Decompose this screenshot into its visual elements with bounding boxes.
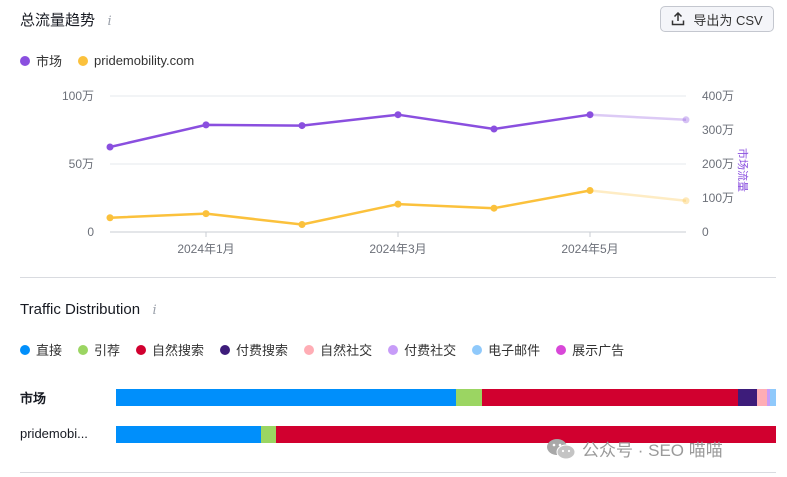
right-axis-tick-label: 300万	[702, 123, 734, 137]
bar-segment[interactable]	[770, 389, 776, 406]
data-point	[586, 111, 594, 119]
watermark: 公众号 · SEO 喵喵	[546, 436, 723, 461]
bar-segment[interactable]	[756, 389, 767, 406]
chart-legend: 市场 pridemobility.com	[20, 51, 194, 70]
export-icon	[672, 12, 685, 26]
chart-header: 总流量趋势 i	[20, 9, 112, 30]
legend-item-domain[interactable]: pridemobility.com	[78, 53, 194, 68]
section-divider	[20, 277, 776, 278]
data-point	[682, 116, 690, 124]
data-point	[202, 121, 210, 129]
legend-label: 市场	[36, 54, 63, 69]
legend-dot	[136, 344, 147, 355]
right-axis-label: 市场流量	[736, 148, 750, 192]
distribution-bar-market[interactable]	[116, 389, 776, 406]
legend-label: 电子邮件	[488, 343, 541, 358]
distribution-legend-item[interactable]: 展示广告	[556, 340, 624, 359]
data-point	[394, 111, 402, 119]
traffic-trend-chart: 100万 50万 0 400万 300万 200万 100万 0 市场流量 2024年1月 2024…	[62, 89, 750, 256]
data-point	[586, 187, 594, 195]
right-axis-tick-label: 400万	[702, 89, 734, 103]
distribution-bar-domain[interactable]	[116, 426, 776, 443]
data-point	[682, 197, 690, 205]
data-point	[202, 210, 210, 218]
legend-dot	[78, 344, 89, 355]
export-csv-label: 导出为 CSV	[693, 12, 763, 28]
legend-dot	[388, 344, 399, 355]
distribution-legend-item[interactable]: 电子邮件	[472, 340, 540, 359]
legend-label: 自然社交	[320, 343, 373, 358]
distribution-legend-item[interactable]: 直接	[20, 340, 62, 359]
legend-label: 付费搜索	[236, 343, 289, 358]
legend-label: 自然搜索	[152, 343, 205, 358]
legend-label: 引荐	[94, 343, 121, 358]
legend-item-market[interactable]: 市场	[20, 51, 62, 70]
export-csv-button[interactable]: 导出为 CSV	[660, 6, 774, 32]
legend-dot	[472, 344, 483, 355]
distribution-legend-item[interactable]: 付费社交	[388, 340, 456, 359]
legend-dot	[304, 344, 315, 355]
row-label-domain: pridemobi...	[20, 426, 88, 441]
bar-segment[interactable]	[276, 426, 776, 443]
bar-segment[interactable]	[116, 426, 262, 443]
left-axis-tick-label: 0	[87, 225, 94, 239]
wechat-icon	[547, 438, 576, 459]
legend-dot	[20, 344, 30, 355]
series-line-forecast-0	[589, 113, 687, 122]
data-point	[490, 125, 498, 133]
bar-segment[interactable]	[738, 389, 757, 406]
series-line-1	[109, 189, 591, 226]
data-point	[106, 214, 114, 222]
legend-label: pridemobility.com	[94, 53, 195, 68]
data-point	[298, 221, 306, 229]
distribution-legend-item[interactable]: 自然搜索	[136, 340, 204, 359]
page-title: 总流量趋势	[20, 12, 96, 29]
legend-dot	[556, 344, 567, 355]
distribution-header: Traffic Distribution i	[20, 301, 157, 319]
bar-segment[interactable]	[482, 389, 739, 406]
legend-label: 付费社交	[404, 343, 457, 358]
bar-segment[interactable]	[116, 389, 456, 406]
x-axis-tick-label: 2024年1月	[177, 242, 234, 256]
left-axis-tick-label: 100万	[62, 89, 94, 103]
left-axis-tick-label: 50万	[69, 157, 94, 171]
right-axis-tick-label: 100万	[702, 191, 734, 205]
info-icon[interactable]: i	[152, 303, 157, 318]
data-point	[394, 200, 402, 208]
distribution-legend-item[interactable]: 付费搜索	[220, 340, 288, 359]
data-point	[298, 122, 306, 130]
info-icon[interactable]: i	[107, 14, 112, 29]
legend-label: 展示广告	[572, 343, 625, 358]
right-axis-tick-label: 0	[702, 225, 709, 239]
x-axis-tick-label: 2024年3月	[369, 242, 426, 256]
legend-dot	[20, 55, 30, 66]
distribution-legend: 直接 引荐 自然搜索 付费搜索 自然社交 付费社交 电子邮件 展示广告	[20, 340, 624, 359]
bar-segment[interactable]	[455, 389, 483, 406]
distribution-title: Traffic Distribution	[20, 301, 141, 318]
bar-segment[interactable]	[261, 426, 277, 443]
legend-dot	[78, 55, 89, 66]
distribution-legend-item[interactable]: 引荐	[78, 340, 120, 359]
bar-segment[interactable]	[766, 389, 771, 406]
data-point	[490, 204, 498, 212]
data-point	[106, 143, 114, 151]
legend-dot	[220, 344, 231, 355]
section-divider	[20, 472, 776, 473]
distribution-legend-item[interactable]: 自然社交	[304, 340, 372, 359]
legend-label: 直接	[36, 343, 63, 358]
row-label-market: 市场	[20, 391, 47, 406]
x-axis-tick-label: 2024年5月	[561, 242, 618, 256]
series-line-0	[109, 113, 591, 149]
series-line-forecast-1	[589, 189, 687, 202]
watermark-text: 公众号 · SEO 喵喵	[582, 441, 723, 460]
right-axis-tick-label: 200万	[702, 157, 734, 171]
